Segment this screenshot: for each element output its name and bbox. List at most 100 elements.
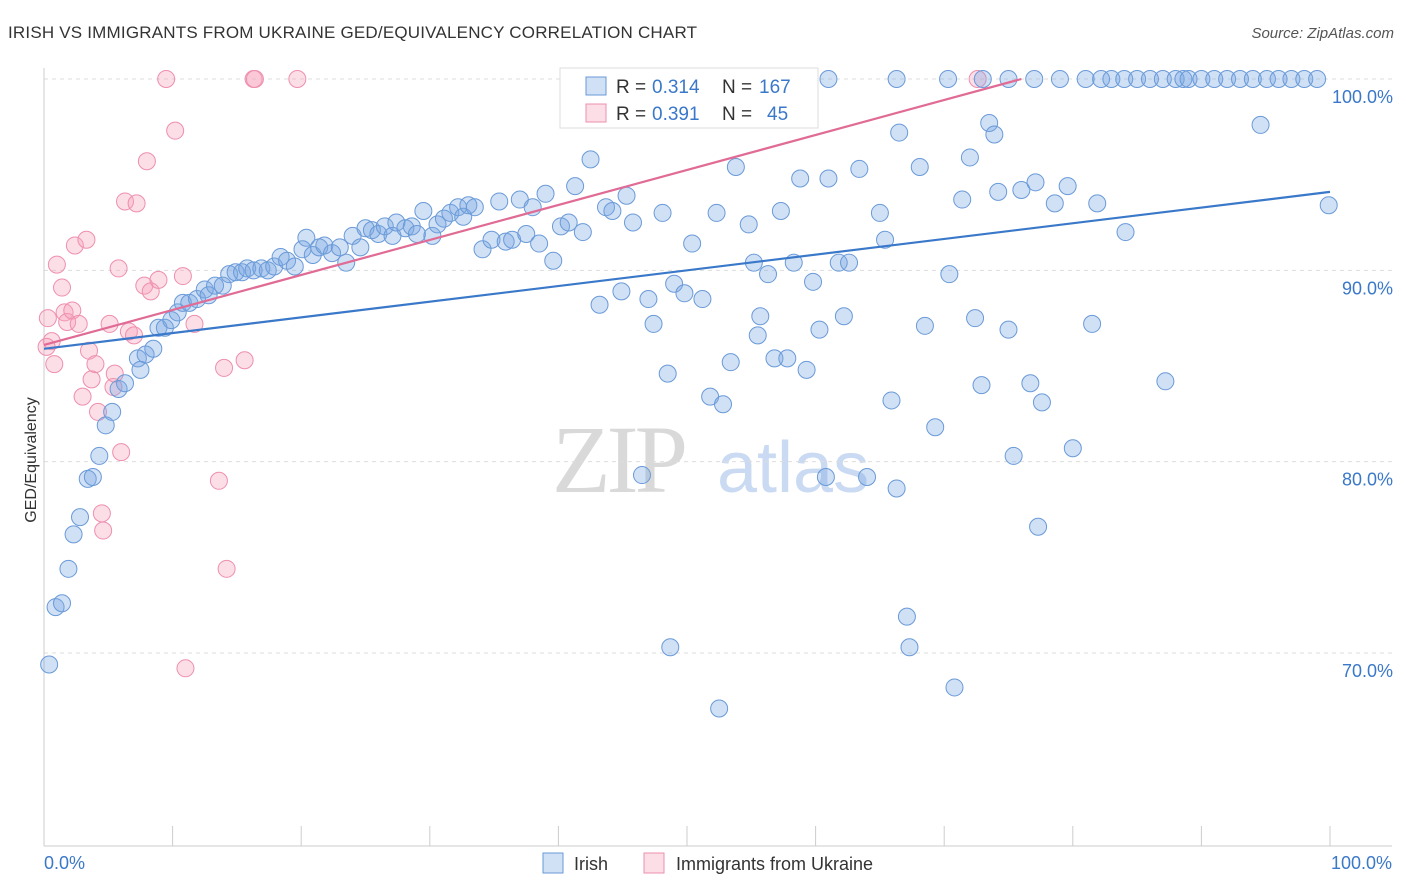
irish-point-128 xyxy=(910,158,929,177)
irish-point-133 xyxy=(953,190,972,209)
irish-point-87 xyxy=(617,186,636,205)
irish-point-38 xyxy=(285,257,304,276)
bottom-legend-swatch-ukraine[interactable] xyxy=(643,852,665,874)
ukraine-point-8 xyxy=(65,236,84,255)
ukraine-point-21 xyxy=(109,259,128,278)
watermark-atlas: atlas xyxy=(717,428,869,508)
irish-point-131 xyxy=(940,265,959,284)
ukraine-point-2 xyxy=(45,355,64,374)
stats-legend-r-value-ukraine: 0.391 xyxy=(652,104,700,125)
ukraine-point-42 xyxy=(288,70,307,88)
irish-point-80 xyxy=(566,177,585,196)
irish-point-31 xyxy=(238,259,257,278)
irish-point-167 xyxy=(1128,70,1147,88)
irish-point-18 xyxy=(155,318,174,337)
irish-point-16 xyxy=(144,339,163,358)
bottom-legend-label-irish[interactable]: Irish xyxy=(574,854,608,874)
irish-point-135 xyxy=(966,309,985,328)
irish-point-183 xyxy=(661,638,680,657)
irish-point-112 xyxy=(797,360,816,379)
irish-point-27 xyxy=(213,276,232,295)
irish-point-88 xyxy=(623,213,642,232)
series-irish-points xyxy=(40,70,1338,718)
irish-point-130 xyxy=(926,418,945,437)
ukraine-point-0 xyxy=(38,309,57,328)
irish-point-174 xyxy=(1205,70,1224,88)
bottom-legend-swatch-irish[interactable] xyxy=(542,852,564,874)
irish-point-73 xyxy=(517,224,536,243)
watermark-zip: ZIP xyxy=(552,406,685,513)
irish-point-67 xyxy=(473,240,492,259)
irish-point-114 xyxy=(816,467,835,486)
irish-point-0 xyxy=(40,655,59,674)
ukraine-point-6 xyxy=(58,312,77,331)
y-axis-label: GED/Equivalency xyxy=(23,397,40,522)
irish-point-156 xyxy=(819,70,838,88)
irish-point-177 xyxy=(1243,70,1262,88)
irish-point-129 xyxy=(915,316,934,335)
stats-legend-swatch-irish xyxy=(585,76,607,96)
irish-point-4 xyxy=(64,525,83,544)
x-tick-label-min: 0.0% xyxy=(44,853,85,873)
irish-point-52 xyxy=(375,217,394,236)
ukraine-point-4 xyxy=(53,278,72,297)
ukraine-point-28 xyxy=(137,152,156,171)
irish-point-102 xyxy=(726,158,745,177)
ukraine-point-17 xyxy=(94,521,113,540)
irish-point-48 xyxy=(351,238,370,257)
irish-point-143 xyxy=(1021,374,1040,393)
irish-point-83 xyxy=(590,295,609,314)
irish-point-172 xyxy=(1179,70,1198,88)
bottom-legend: Irish Immigrants from Ukraine xyxy=(542,852,873,874)
irish-point-70 xyxy=(496,232,515,251)
irish-point-95 xyxy=(675,284,694,303)
stats-legend-swatch-ukraine xyxy=(585,103,607,123)
irish-point-145 xyxy=(1029,517,1048,536)
ukraine-point-30 xyxy=(149,270,168,289)
irish-point-116 xyxy=(829,253,848,272)
irish-point-170 xyxy=(1166,70,1185,88)
ukraine-point-34 xyxy=(176,659,195,678)
irish-point-82 xyxy=(581,150,600,169)
irish-point-153 xyxy=(1156,372,1175,391)
irish-point-147 xyxy=(1045,194,1064,213)
irish-point-141 xyxy=(1004,446,1023,465)
irish-point-76 xyxy=(536,184,555,203)
irish-point-136 xyxy=(972,376,991,395)
y-tick-label-80: 80.0% xyxy=(1342,470,1393,490)
ukraine-point-35 xyxy=(185,314,204,333)
trend-line-irish xyxy=(43,190,1331,350)
ukraine-point-22 xyxy=(112,443,131,462)
bottom-legend-label-ukraine[interactable]: Immigrants from Ukraine xyxy=(676,854,873,874)
irish-point-148 xyxy=(1058,177,1077,196)
irish-point-68 xyxy=(482,230,501,249)
irish-point-29 xyxy=(226,263,245,282)
irish-point-124 xyxy=(887,479,906,498)
irish-point-8 xyxy=(90,446,109,465)
irish-point-12 xyxy=(116,374,135,393)
ukraine-point-13 xyxy=(82,370,101,389)
ukraine-point-14 xyxy=(86,355,105,374)
irish-point-108 xyxy=(771,202,790,221)
stats-legend: R = 0.314 N = 167 R = 0.391 N = 45 xyxy=(559,67,819,129)
irish-point-126 xyxy=(897,607,916,626)
stats-legend-r-label-ukraine: R = xyxy=(616,104,646,125)
irish-point-40 xyxy=(297,228,316,247)
irish-point-173 xyxy=(1192,70,1211,88)
irish-point-182 xyxy=(1308,70,1327,88)
irish-point-14 xyxy=(131,360,150,379)
irish-point-85 xyxy=(603,202,622,221)
y-tick-label-90: 90.0% xyxy=(1342,278,1393,298)
ukraine-point-37 xyxy=(215,358,234,377)
irish-point-117 xyxy=(834,307,853,326)
ukraine-point-11 xyxy=(77,230,96,249)
irish-point-115 xyxy=(819,169,838,188)
irish-point-169 xyxy=(1153,70,1172,88)
irish-point-139 xyxy=(989,182,1008,201)
x-tick-marks xyxy=(43,826,1331,846)
irish-point-158 xyxy=(939,70,958,88)
stats-legend-n-label-ukraine: N = xyxy=(722,104,752,125)
ukraine-point-9 xyxy=(69,314,88,333)
ukraine-point-36 xyxy=(209,471,228,490)
